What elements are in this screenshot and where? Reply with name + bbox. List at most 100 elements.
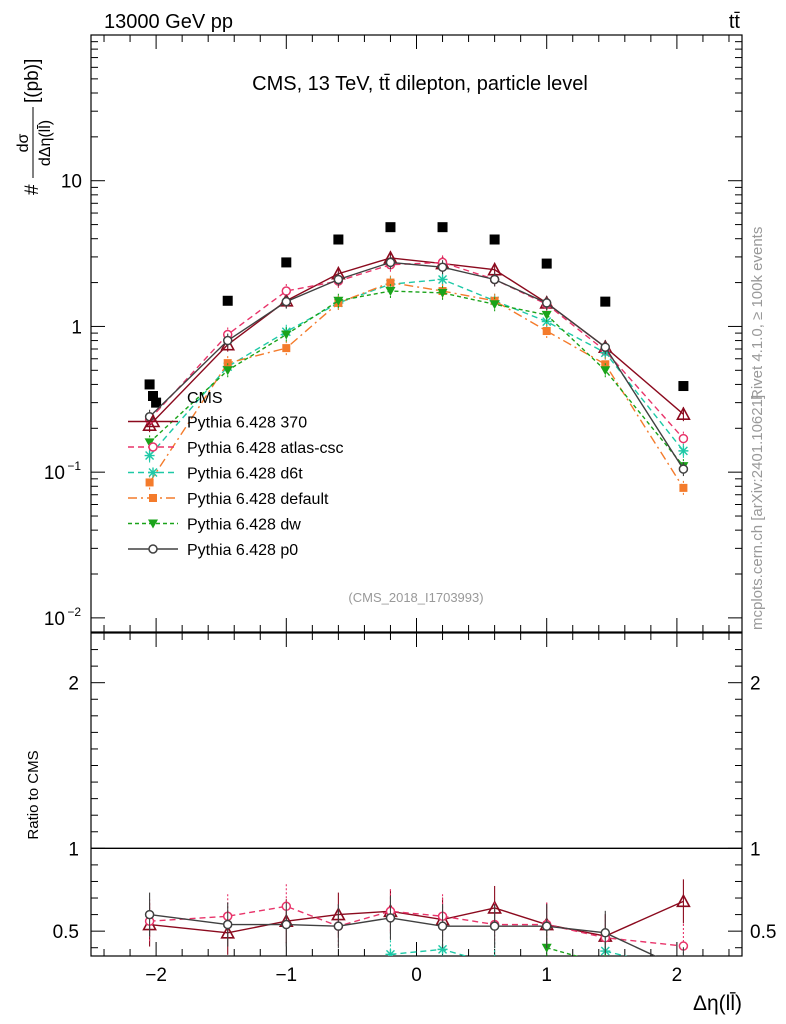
ratio-point-pythia-6-428-p0	[541, 921, 552, 931]
series-line-pythia-6-428-atlas-csc	[149, 261, 684, 440]
x-tick-label: 2	[672, 965, 683, 986]
data-point-pythia-6-428-dw	[144, 438, 155, 448]
series-line-pythia-6-428-d6t	[149, 278, 684, 457]
data-point-cms	[489, 234, 500, 245]
ratio-clip-group	[142, 879, 691, 969]
ylabel-numerator: dσ	[15, 133, 32, 152]
legend-marker-pythia-6-428-dw	[148, 519, 158, 529]
legend-marker-pythia-6-428-d6t	[148, 467, 158, 478]
data-point-pythia-6-428-p0	[281, 296, 292, 307]
ylabel-denominator: dΔη(ll̄)	[36, 120, 54, 166]
legend-marker-pythia-6-428-atlas-csc	[148, 442, 158, 452]
ratio-point-pythia-6-428-d6t	[437, 944, 448, 955]
legend-label-pythia-6-428-d6t: Pythia 6.428 d6t	[187, 466, 303, 483]
mcplots-label: mcplots.cern.ch [arXiv:2401.10621]	[749, 395, 766, 630]
series-line-pythia-6-428-p0	[149, 261, 684, 470]
legend-label-pythia-6-428-370: Pythia 6.428 370	[187, 415, 307, 432]
data-point-pythia-6-428-p0	[222, 335, 233, 346]
data-point-cms	[151, 397, 162, 408]
ratio-series-layer	[142, 879, 691, 969]
series-line-pythia-6-428-default	[149, 281, 685, 489]
legend-marker-cms	[148, 391, 158, 401]
ratio-point-pythia-6-428-p0	[144, 909, 155, 920]
rivet-version-label: Rivet 4.1.0, ≥ 100k events	[749, 227, 766, 400]
ratio-point-pythia-6-428-370	[676, 893, 691, 908]
main-y-tick-label: 10	[44, 463, 65, 484]
main-y-tick-label: 10	[44, 609, 65, 630]
data-point-pythia-6-428-370	[142, 417, 157, 432]
ratio-y-tick-label: 0.5	[53, 922, 79, 943]
ratio-point-pythia-6-428-p0	[281, 919, 292, 930]
ratio-point-pythia-6-428-p0	[385, 913, 396, 923]
data-point-cms	[281, 257, 292, 268]
x-tick-label: −1	[275, 965, 297, 986]
process-label: tt̄	[729, 11, 741, 33]
data-point-cms	[600, 296, 611, 307]
legend-label-pythia-6-428-p0: Pythia 6.428 p0	[187, 542, 298, 559]
data-point-cms	[678, 381, 689, 392]
data-point-pythia-6-428-atlas-csc	[281, 286, 292, 296]
main-y-tick-label: 1	[71, 317, 82, 338]
x-tick-label: 0	[411, 965, 422, 986]
legend-marker-pythia-6-428-p0	[148, 544, 158, 554]
data-point-pythia-6-428-default	[145, 478, 154, 487]
legend-label-pythia-6-428-atlas-csc: Pythia 6.428 atlas-csc	[187, 440, 344, 457]
plot-title: CMS, 13 TeV, tt̄ dilepton, particle leve…	[252, 73, 588, 95]
ratio-line-pythia-6-428-dw	[546, 947, 579, 956]
ylabel-unit: [(pb)]	[22, 59, 43, 103]
legend: CMS Pythia 6.428 370 Pythia 6.428 atlas-cs…	[128, 390, 344, 559]
data-point-pythia-6-428-p0	[489, 274, 500, 285]
ratio-axes: −2 −1 0 1 2 0.5 0.5 1 1 2 2	[53, 633, 776, 986]
ratio-ylabel: Ratio to CMS	[25, 750, 42, 839]
data-point-pythia-6-428-p0	[385, 257, 396, 268]
x-tick-label: 1	[541, 965, 552, 986]
legend-label-cms: CMS	[187, 390, 223, 407]
main-ylabel: # dσ dΔη(ll̄) [(pb)]	[15, 59, 54, 195]
data-point-cms	[541, 258, 552, 269]
data-point-pythia-6-428-370	[676, 406, 691, 420]
data-point-cms	[222, 295, 233, 306]
ratio-point-pythia-6-428-dw	[600, 960, 610, 969]
ratio-point-pythia-6-428-p0	[600, 928, 611, 938]
data-point-pythia-6-428-default	[282, 344, 291, 353]
data-point-pythia-6-428-default	[386, 278, 395, 287]
ratio-point-pythia-6-428-p0	[333, 921, 344, 931]
data-point-pythia-6-428-p0	[437, 262, 448, 272]
data-point-pythia-6-428-dw	[600, 366, 611, 376]
data-point-pythia-6-428-default	[223, 359, 232, 368]
ylabel-prefix: #	[22, 184, 43, 195]
legend-label-pythia-6-428-default: Pythia 6.428 default	[187, 491, 329, 508]
data-point-pythia-6-428-d6t	[437, 274, 448, 285]
series-line-pythia-6-428-dw	[149, 290, 684, 467]
ratio-y-tick-label-right: 0.5	[750, 922, 776, 943]
data-point-pythia-6-428-p0	[541, 298, 552, 308]
ratio-point-pythia-6-428-p0	[437, 921, 448, 931]
main-y-tick-exponent: −2	[67, 605, 81, 619]
main-y-tick-label: 10	[61, 172, 82, 193]
analysis-id: (CMS_2018_I1703993)	[348, 590, 483, 605]
ratio-line-pythia-6-428-d6t	[605, 950, 628, 956]
data-point-pythia-6-428-default	[679, 483, 688, 492]
data-point-cms	[437, 222, 448, 233]
data-point-cms	[333, 234, 344, 245]
ratio-line-pythia-6-428-atlas-csc	[149, 905, 684, 947]
data-point-pythia-6-428-d6t	[678, 445, 689, 456]
ratio-point-pythia-6-428-d6t	[385, 949, 396, 956]
x-axis-label: Δη(ll̄)	[693, 991, 742, 1015]
ratio-line-pythia-6-428-370	[149, 900, 684, 937]
ratio-y-tick-label-right: 2	[750, 674, 761, 695]
data-point-pythia-6-428-dw	[222, 366, 233, 376]
main-series-layer	[142, 222, 691, 495]
data-point-pythia-6-428-p0	[333, 274, 344, 285]
legend-marker-pythia-6-428-default	[149, 494, 157, 502]
ratio-y-tick-label-right: 1	[750, 839, 761, 860]
legend-label-pythia-6-428-dw: Pythia 6.428 dw	[187, 517, 301, 534]
energy-label: 13000 GeV pp	[104, 11, 233, 33]
legend-marker-pythia-6-428-370	[145, 413, 161, 428]
ratio-panel-frame	[90, 632, 743, 957]
data-point-pythia-6-428-dw	[281, 330, 292, 340]
data-point-pythia-6-428-dw	[489, 300, 500, 310]
x-tick-label: −2	[145, 965, 167, 986]
